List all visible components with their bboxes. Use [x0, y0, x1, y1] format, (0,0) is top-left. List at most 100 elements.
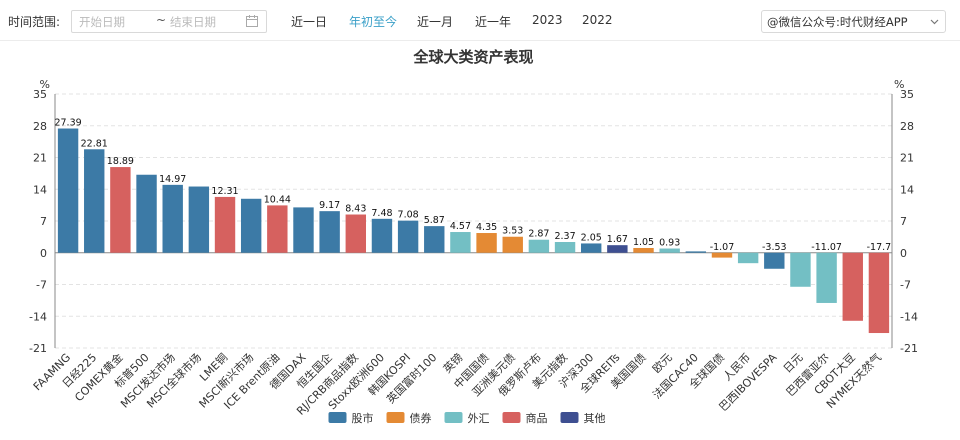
y-tick-label-left: 28 — [33, 120, 47, 133]
bar[interactable] — [581, 243, 602, 253]
y-tick-label-right: -7 — [900, 279, 911, 292]
y-tick-label-right: 28 — [900, 120, 914, 133]
data-label: 1.67 — [607, 234, 628, 245]
data-label: 0.93 — [659, 238, 680, 249]
date-range-picker[interactable]: 开始日期 ~ 结束日期 — [71, 10, 267, 33]
data-label: 7.48 — [371, 208, 392, 219]
bar[interactable] — [136, 174, 157, 253]
data-label: -1.07 — [710, 242, 735, 253]
range-1m-button[interactable]: 近一月 — [417, 15, 454, 29]
bar[interactable] — [764, 252, 785, 269]
range-1d-button[interactable]: 近一日 — [291, 15, 328, 29]
bar[interactable] — [528, 239, 550, 253]
calendar-icon[interactable] — [245, 14, 259, 28]
bar[interactable] — [816, 252, 837, 303]
bar[interactable] — [397, 220, 419, 253]
bar[interactable] — [502, 236, 523, 253]
toolbar-divider — [0, 40, 960, 41]
legend-label[interactable]: 商品 — [526, 411, 548, 425]
bar[interactable] — [842, 252, 863, 321]
bar[interactable] — [57, 128, 79, 253]
range-1y-button[interactable]: 近一年 — [475, 15, 512, 29]
bar[interactable] — [659, 248, 680, 253]
legend-label[interactable]: 债券 — [410, 411, 432, 425]
y-tick-label-right: 21 — [900, 152, 914, 165]
data-label: 2.37 — [554, 231, 575, 242]
bar[interactable] — [450, 232, 471, 253]
legend-label[interactable]: 外汇 — [468, 412, 490, 425]
y-tick-label-right: 0 — [900, 247, 907, 260]
data-label: 2.05 — [581, 232, 602, 243]
toolbar: 时间范围: 开始日期 ~ 结束日期 近一日 年初至今 近一月 近一年 2023 … — [0, 0, 960, 40]
bar[interactable] — [790, 252, 811, 287]
data-label: 27.39 — [54, 118, 81, 129]
data-label: 8.43 — [345, 204, 366, 215]
data-label: 9.17 — [319, 200, 340, 211]
bar[interactable] — [476, 233, 497, 253]
y-tick-label-left: 0 — [40, 247, 47, 260]
bar[interactable] — [110, 167, 131, 253]
data-label: 5.87 — [424, 215, 445, 226]
range-ytd-button[interactable]: 年初至今 — [349, 15, 398, 29]
asset-select[interactable]: @微信公众号:时代财经APP — [761, 10, 946, 33]
y-unit-right: % — [894, 78, 904, 91]
data-label: 4.57 — [450, 221, 471, 232]
y-tick-label-left: 35 — [33, 88, 47, 101]
bar[interactable] — [240, 198, 262, 253]
bar[interactable] — [293, 207, 314, 253]
y-tick-label-left: -7 — [36, 279, 47, 292]
y-tick-label-right: 7 — [900, 215, 907, 228]
y-tick-label-left: 7 — [40, 215, 47, 228]
y-tick-label-right: -21 — [900, 342, 918, 355]
asset-select-value: @微信公众号:时代财经APP — [767, 15, 908, 29]
legend-label[interactable]: 其他 — [584, 412, 606, 425]
chevron-down-icon — [930, 19, 939, 25]
y-tick-label-right: -14 — [900, 310, 918, 323]
bar[interactable] — [868, 252, 890, 334]
range-2022-button[interactable]: 2022 — [582, 13, 613, 27]
date-separator: ~ — [156, 13, 167, 27]
bar[interactable] — [685, 251, 707, 253]
data-label: 10.44 — [264, 194, 291, 205]
data-label: -3.53 — [762, 242, 787, 253]
legend-swatch[interactable] — [502, 412, 521, 423]
bar[interactable] — [214, 196, 236, 253]
bar[interactable] — [554, 242, 576, 253]
y-tick-label-right: 14 — [900, 183, 914, 196]
chart-title: 全球大类资产表现 — [412, 48, 533, 66]
legend-swatch[interactable] — [560, 412, 579, 423]
y-tick-label-left: 14 — [33, 183, 47, 196]
legend-swatch[interactable] — [444, 412, 463, 423]
data-label: 3.53 — [502, 226, 523, 237]
bar[interactable] — [424, 226, 445, 253]
bar[interactable] — [162, 184, 183, 253]
bar[interactable] — [188, 186, 210, 253]
legend-label[interactable]: 股市 — [352, 411, 374, 425]
data-label: 18.89 — [107, 156, 134, 167]
time-range-label: 时间范围: — [8, 15, 61, 29]
data-label: -17.7 — [867, 242, 892, 253]
bar[interactable] — [267, 205, 288, 253]
bar[interactable] — [607, 245, 628, 253]
data-label: 2.87 — [528, 229, 549, 240]
y-tick-label-left: 21 — [33, 152, 47, 165]
data-label: -11.07 — [811, 242, 842, 253]
bar[interactable] — [711, 252, 733, 258]
data-label: 7.08 — [398, 210, 419, 221]
bar[interactable] — [633, 247, 654, 253]
bar[interactable] — [84, 149, 105, 253]
data-label: 14.97 — [159, 174, 186, 185]
y-tick-label-right: 35 — [900, 88, 914, 101]
range-2023-button[interactable]: 2023 — [532, 13, 563, 27]
bar[interactable] — [737, 252, 759, 264]
data-label: 1.05 — [633, 237, 654, 248]
data-label: 4.35 — [476, 222, 497, 233]
bar[interactable] — [319, 211, 340, 253]
legend-swatch[interactable] — [386, 412, 405, 423]
bar[interactable] — [345, 214, 366, 253]
start-date-input[interactable]: 开始日期 — [79, 15, 125, 29]
legend-swatch[interactable] — [328, 412, 347, 423]
bar[interactable] — [371, 218, 393, 253]
end-date-input[interactable]: 结束日期 — [170, 15, 216, 29]
